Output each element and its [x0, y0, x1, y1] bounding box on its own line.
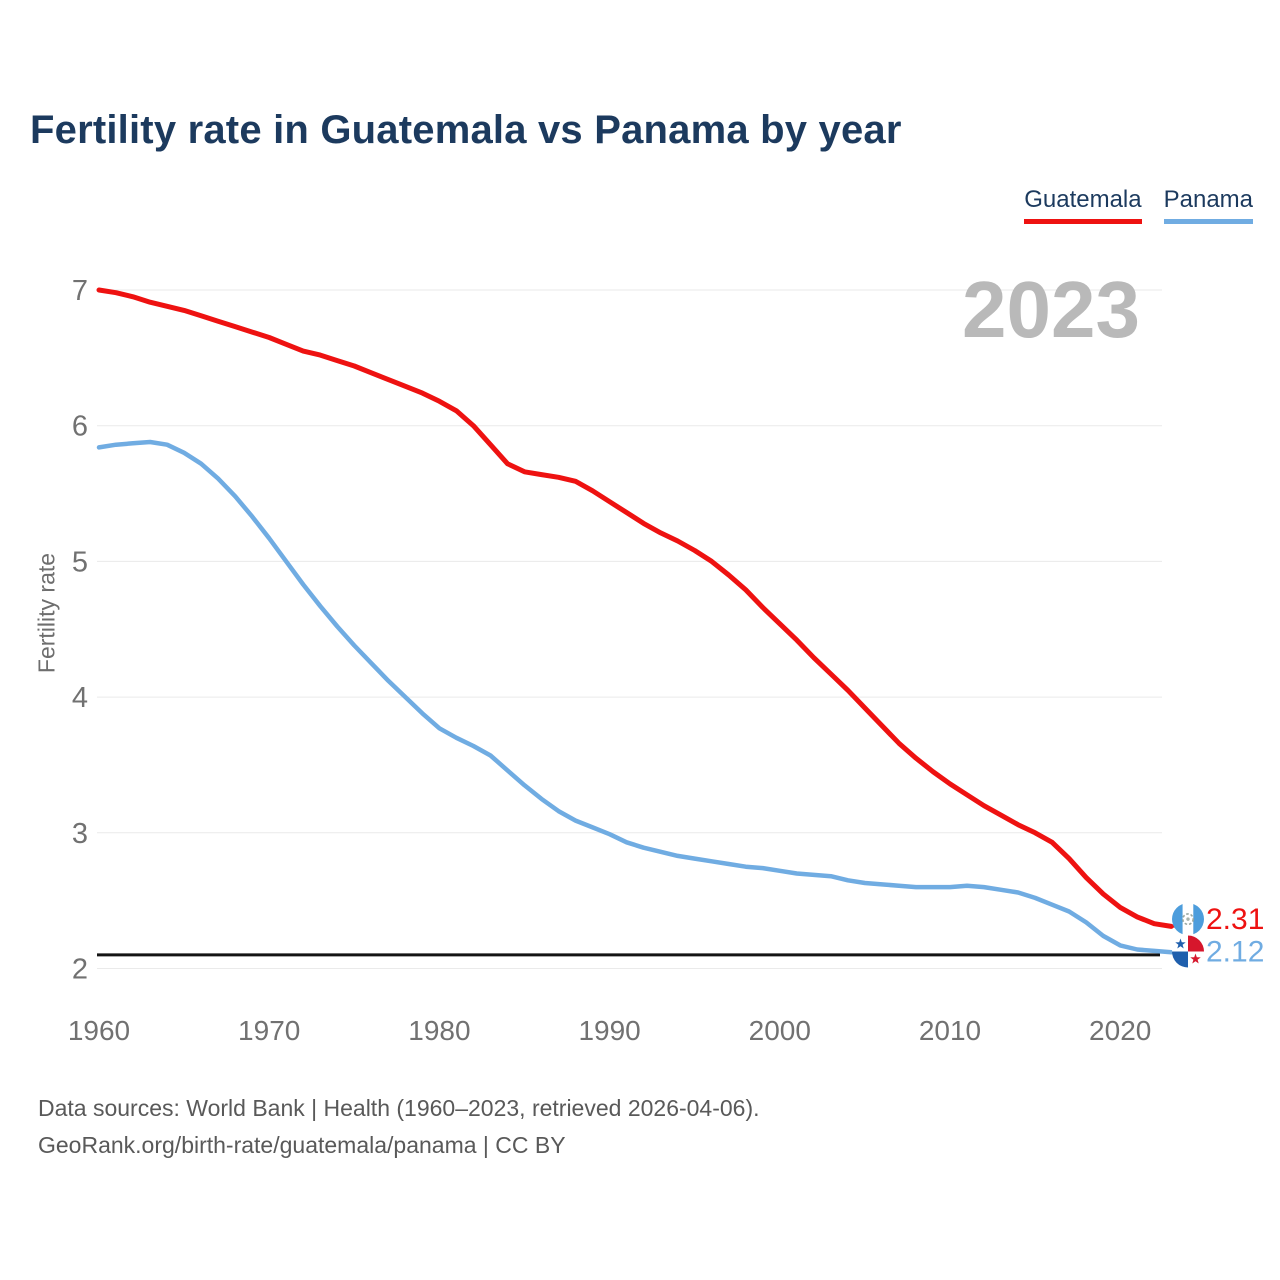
y-tick-label: 4 [72, 682, 88, 714]
y-tick-label: 2 [72, 954, 88, 986]
legend-item-panama[interactable]: Panama [1163, 186, 1253, 224]
footer-source-line: Data sources: World Bank | Health (1960–… [38, 1095, 760, 1121]
x-axis-ticks: 1960 1970 1980 1990 2000 2010 2020 [68, 1015, 1151, 1046]
x-tick-label: 1960 [68, 1015, 130, 1046]
series-line-panama [96, 439, 1174, 955]
footer: Data sources: World Bank | Health (1960–… [38, 1090, 760, 1164]
series-lines [96, 287, 1174, 955]
legend-item-guatemala[interactable]: Guatemala [1024, 186, 1142, 224]
guatemala-end-value: 2.31 [1206, 903, 1264, 936]
panama-end-value: 2.12 [1206, 936, 1264, 969]
y-axis-ticks: 2 3 4 5 6 7 [72, 275, 88, 986]
y-tick-label: 6 [72, 411, 88, 443]
x-tick-label: 1990 [578, 1015, 640, 1046]
x-tick-label: 2000 [749, 1015, 811, 1046]
guatemala-flag-icon [1172, 903, 1204, 936]
year-watermark: 2023 [962, 265, 1140, 354]
footer-url-line: GeoRank.org/birth-rate/guatemala/panama … [38, 1132, 566, 1158]
y-axis-title: Fertility rate [33, 552, 60, 674]
x-tick-label: 2010 [919, 1015, 981, 1046]
y-tick-label: 3 [72, 818, 88, 850]
series-line-guatemala [96, 287, 1174, 929]
y-tick-label: 5 [72, 546, 88, 578]
y-tick-label: 7 [72, 275, 88, 307]
panama-flag-icon [1172, 935, 1204, 968]
series-end-labels: 2.31 2.12 [1171, 903, 1264, 969]
x-tick-label: 2020 [1089, 1015, 1151, 1046]
page-title: Fertility rate in Guatemala vs Panama by… [30, 108, 902, 152]
legend: Guatemala Panama [1024, 186, 1253, 224]
x-tick-label: 1970 [238, 1015, 300, 1046]
x-tick-label: 1980 [408, 1015, 470, 1046]
gridlines [97, 289, 1162, 969]
